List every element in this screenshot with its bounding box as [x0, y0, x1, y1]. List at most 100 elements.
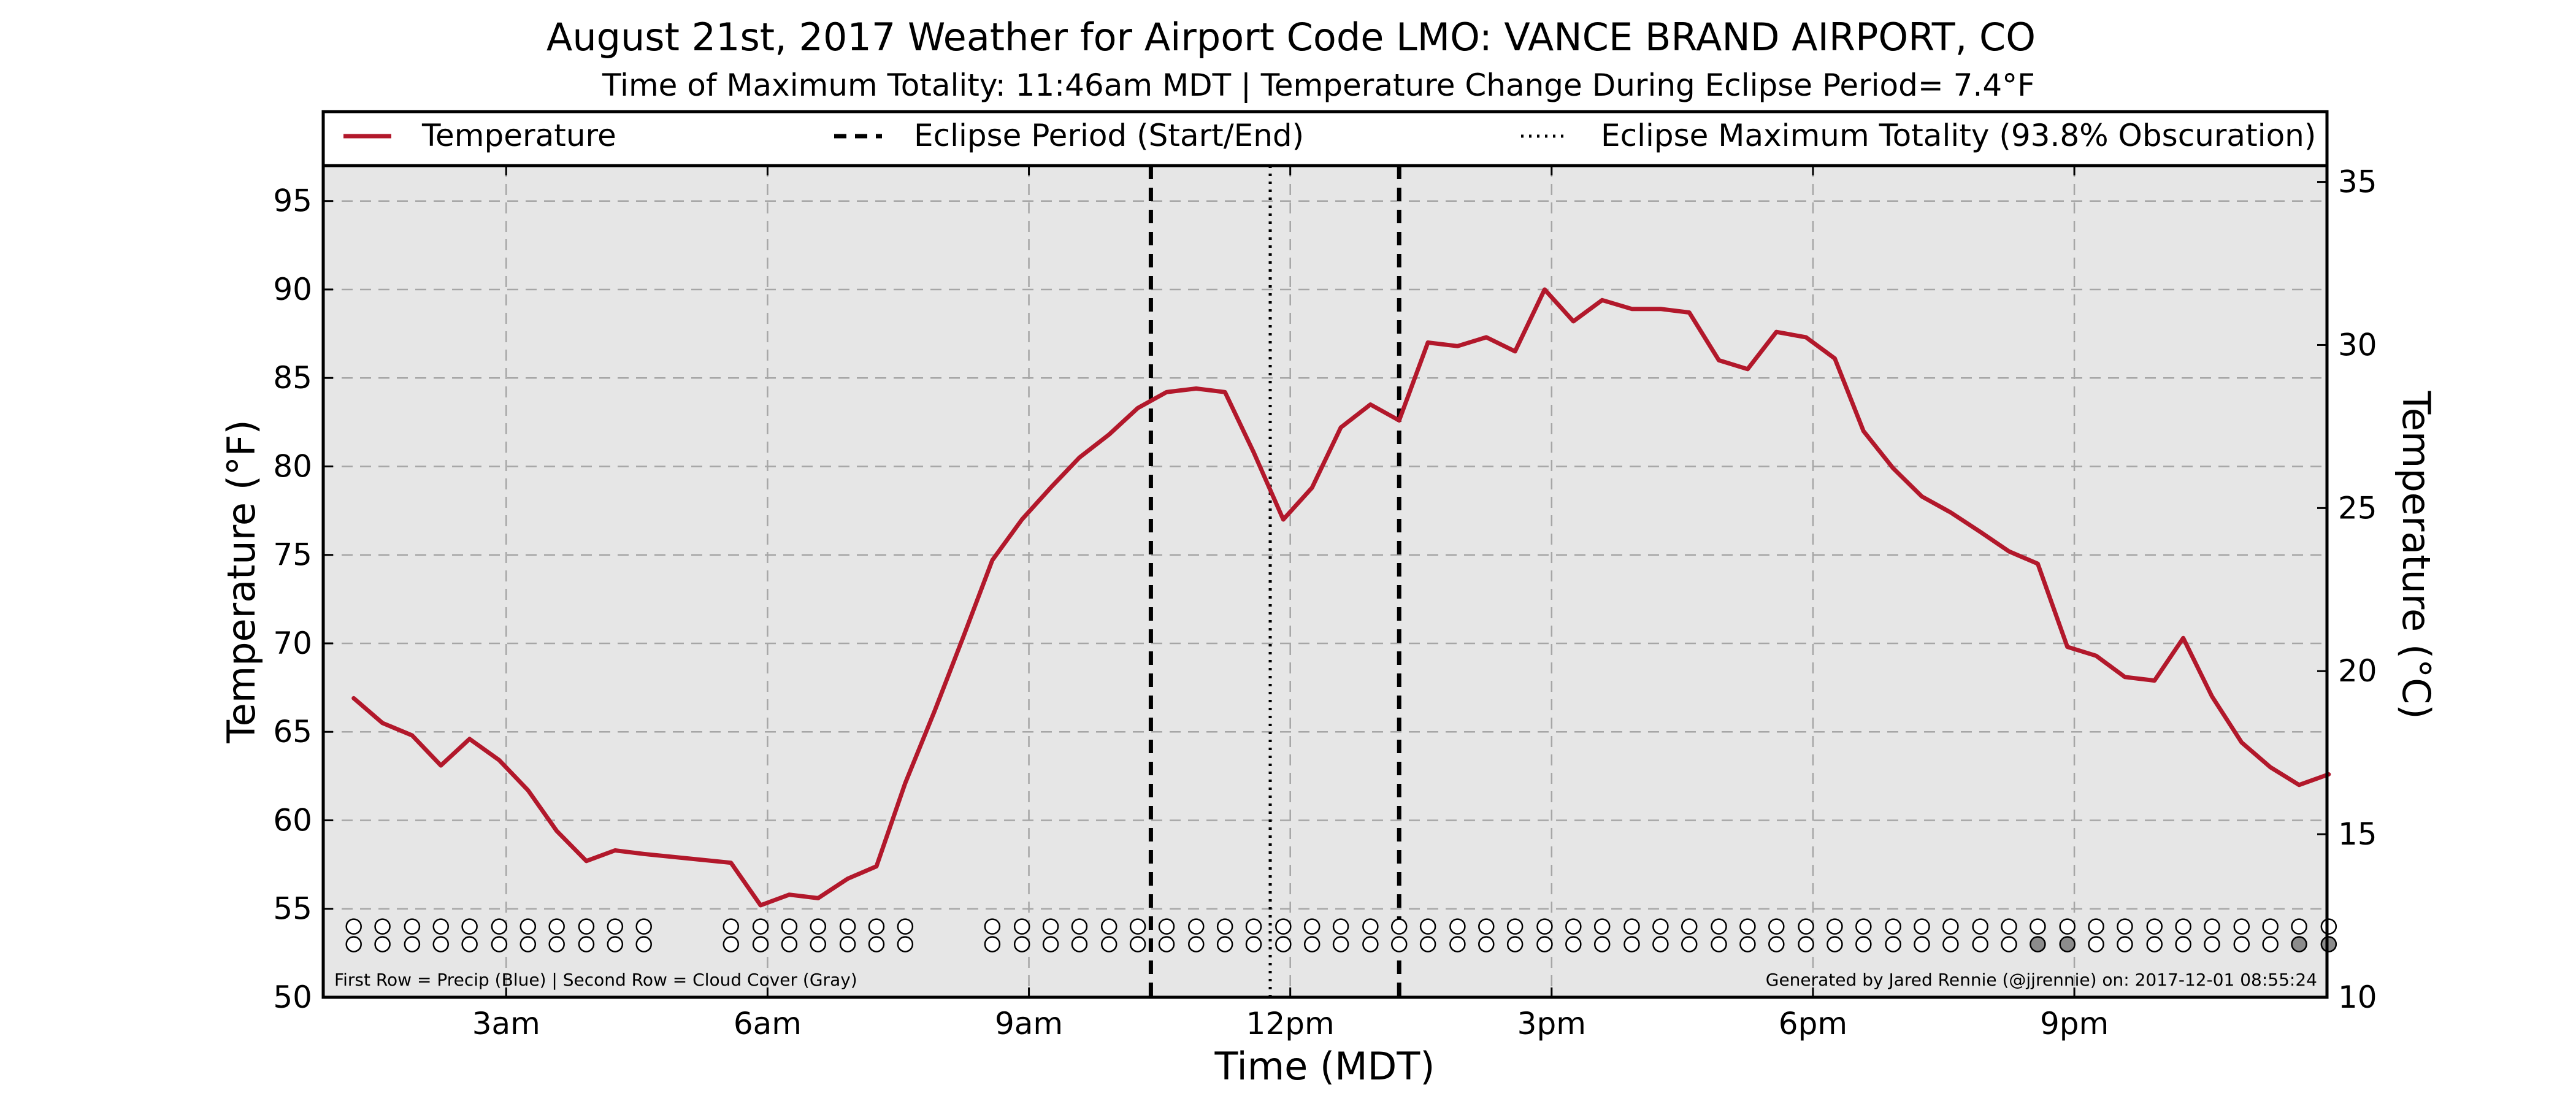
cloud-marker: [2117, 936, 2133, 953]
precip-marker: [519, 918, 537, 935]
cloud-marker: [1768, 936, 1785, 953]
precip-marker: [2175, 918, 2191, 935]
cloud-marker: [2146, 936, 2163, 953]
cloud-marker: [1303, 936, 1321, 953]
precip-marker: [2001, 918, 2017, 935]
y-tick-label: 90: [273, 272, 312, 307]
temperature-line: [351, 287, 2331, 908]
chart-subtitle: Time of Maximum Totality: 11:46am MDT | …: [602, 67, 2035, 103]
plot-area: [323, 166, 2327, 997]
cloud-marker: [1478, 936, 1495, 953]
cloud-marker: [1593, 936, 1611, 953]
y2-tick-label: 10: [2338, 979, 2377, 1015]
cloud-marker: [1565, 936, 1582, 953]
cloud-marker: [1914, 936, 1930, 953]
footnote-left: First Row = Precip (Blue) | Second Row =…: [334, 970, 857, 990]
cloud-marker: [491, 936, 508, 953]
cloud-marker: [2001, 936, 2017, 953]
x-tick-label: 3am: [472, 1006, 540, 1041]
y-axis-label-left: Temperature (°F): [219, 420, 264, 743]
grid-lines: [323, 166, 2327, 997]
x-tick-label: 9am: [995, 1006, 1063, 1041]
cloud-marker: [1071, 936, 1088, 953]
cloud-marker: [1972, 936, 1988, 953]
cloud-marker: [1013, 936, 1030, 953]
precip-marker: [1188, 918, 1205, 935]
precip-marker: [897, 918, 914, 935]
precip-marker: [1303, 918, 1321, 935]
cloud-marker-filled: [2030, 936, 2046, 953]
cloud-marker: [1506, 936, 1524, 953]
legend: Temperature Eclipse Period (Start/End) E…: [321, 110, 2329, 167]
precip-marker: [1652, 918, 1669, 935]
cloud-marker: [2233, 936, 2250, 953]
precip-marker: [1129, 918, 1146, 935]
y-tick-label: 80: [273, 448, 312, 484]
x-axis-ticks: 3am 6am 9am 12pm 3pm 6pm 9pm: [472, 166, 2109, 1041]
cloud-marker: [1332, 936, 1349, 953]
y-axis-label-right: Temperature (°C): [2394, 390, 2439, 719]
cloud-marker: [868, 936, 885, 953]
cloud-marker: [1419, 936, 1436, 953]
precip-marker: [1972, 918, 1988, 935]
precip-marker: [839, 918, 856, 935]
legend-eclipse-period-label: Eclipse Period (Start/End): [914, 118, 1304, 153]
precip-marker: [1711, 918, 1727, 935]
cloud-marker: [1188, 936, 1205, 953]
cloud-marker: [1216, 936, 1233, 953]
cloud-marker: [897, 936, 914, 953]
cloud-marker: [2175, 936, 2191, 953]
precip-marker: [1536, 918, 1553, 935]
y-tick-label: 85: [273, 360, 312, 396]
x-tick-label: 6am: [734, 1006, 802, 1041]
precip-marker: [1245, 918, 1262, 935]
precip-marker: [607, 918, 624, 935]
cloud-marker-filled: [2291, 936, 2307, 953]
cloud-marker: [1942, 936, 1959, 953]
precip-marker: [984, 918, 1001, 935]
cloud-marker: [1536, 936, 1553, 953]
chart-title: August 21st, 2017 Weather for Airport Co…: [546, 15, 2036, 59]
cloud-marker: [578, 936, 595, 953]
x-tick-label: 9pm: [2040, 1006, 2109, 1041]
cloud-marker: [432, 936, 450, 953]
precip-marker: [1449, 918, 1466, 935]
cloud-marker: [839, 936, 856, 953]
precip-marker: [1100, 918, 1117, 935]
precip-marker: [781, 918, 798, 935]
cloud-marker: [1798, 936, 1814, 953]
precip-marker: [2146, 918, 2163, 935]
cloud-marker: [374, 936, 391, 953]
precip-marker: [1275, 918, 1292, 935]
cloud-marker-filled: [2059, 936, 2076, 953]
legend-frame: [321, 110, 2329, 167]
cloud-marker: [1681, 936, 1698, 953]
cloud-marker: [635, 936, 652, 953]
cloud-marker: [1652, 936, 1669, 953]
precip-marker: [2233, 918, 2250, 935]
y2-tick-label: 35: [2338, 164, 2377, 200]
cloud-marker: [1390, 936, 1408, 953]
cloud-marker: [461, 936, 478, 953]
y-tick-label: 70: [273, 626, 312, 661]
precip-marker: [432, 918, 450, 935]
y-tick-label: 50: [273, 979, 312, 1015]
precip-marker: [1827, 918, 1843, 935]
cloud-marker: [1885, 936, 1901, 953]
cloud-marker: [1100, 936, 1117, 953]
y-axis-right-ticks: 10 15 20 25 30 35: [2317, 164, 2377, 1015]
cloud-marker: [345, 936, 362, 953]
precip-marker: [1362, 918, 1379, 935]
precip-marker: [2030, 918, 2046, 935]
y-tick-label: 60: [273, 802, 312, 838]
cloud-marker: [1158, 936, 1175, 953]
precip-marker: [810, 918, 827, 935]
legend-eclipse-max-label: Eclipse Maximum Totality (93.8% Obscurat…: [1601, 118, 2316, 153]
y-tick-label: 65: [273, 714, 312, 749]
precip-marker: [1942, 918, 1959, 935]
y-tick-label: 95: [273, 183, 312, 219]
cloud-marker: [1711, 936, 1727, 953]
precip-marker: [1478, 918, 1495, 935]
precip-marker: [1593, 918, 1611, 935]
cloud-marker: [1129, 936, 1146, 953]
